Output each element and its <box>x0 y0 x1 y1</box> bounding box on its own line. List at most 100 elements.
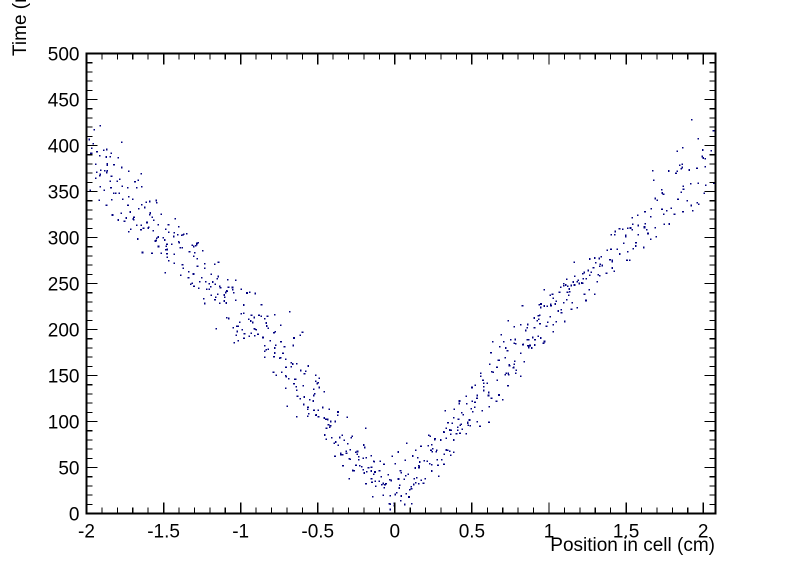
data-point <box>178 242 181 244</box>
data-point <box>410 488 413 490</box>
data-point <box>570 308 573 310</box>
data-point <box>289 310 291 313</box>
data-point <box>157 245 160 248</box>
data-point <box>110 199 113 201</box>
data-point <box>624 235 627 238</box>
data-point <box>250 314 253 316</box>
data-point <box>373 460 376 463</box>
data-point <box>515 343 517 345</box>
data-point <box>103 189 106 191</box>
data-point <box>296 363 298 365</box>
data-point <box>549 303 552 306</box>
data-point <box>145 201 148 203</box>
data-point <box>197 241 200 244</box>
data-point <box>141 251 144 254</box>
data-point <box>566 278 568 281</box>
data-point <box>554 303 556 305</box>
data-point <box>428 462 431 465</box>
data-point <box>214 298 216 301</box>
data-point <box>348 478 351 480</box>
data-point <box>153 219 155 221</box>
data-point <box>273 352 276 354</box>
data-point <box>173 231 175 234</box>
data-point <box>625 234 627 237</box>
data-point <box>576 280 579 283</box>
data-point <box>303 373 306 375</box>
data-point <box>703 192 705 194</box>
data-point <box>250 332 252 335</box>
data-point <box>467 424 469 426</box>
data-point <box>676 150 679 153</box>
data-point <box>471 410 474 413</box>
data-point <box>260 303 263 306</box>
data-point <box>127 204 129 206</box>
data-point <box>593 293 596 296</box>
data-point <box>558 291 561 294</box>
data-point <box>105 156 108 158</box>
data-point <box>572 281 574 283</box>
data-point <box>498 394 500 396</box>
data-point <box>323 390 326 393</box>
data-point <box>383 463 385 465</box>
data-point <box>447 422 449 424</box>
data-point <box>468 419 471 421</box>
data-point <box>389 503 391 505</box>
data-point <box>504 374 506 376</box>
data-point <box>232 327 235 329</box>
data-point <box>545 325 548 327</box>
data-point <box>491 341 494 343</box>
data-point <box>533 317 536 319</box>
data-point <box>536 320 539 322</box>
data-point <box>682 188 685 191</box>
data-point <box>448 450 451 453</box>
data-point <box>408 496 410 498</box>
data-point <box>325 427 328 429</box>
data-point <box>151 252 153 255</box>
data-point <box>549 294 552 296</box>
data-point <box>543 340 546 343</box>
data-point <box>269 340 272 342</box>
data-point <box>670 207 673 210</box>
data-point <box>223 294 225 296</box>
data-point <box>490 351 492 354</box>
data-point <box>196 242 198 245</box>
axis-tick-labels-layer: -2 -1.5 -1 -0.5 0 0.5 1 1.5 2 0 50 100 150 200 250 300 3… <box>48 45 709 543</box>
data-point <box>427 434 430 436</box>
data-point <box>666 209 668 212</box>
data-point <box>267 327 269 329</box>
data-point <box>676 170 679 173</box>
data-point <box>201 277 203 279</box>
data-point <box>178 240 180 243</box>
data-point <box>116 180 118 183</box>
data-point <box>649 216 652 218</box>
data-point <box>217 293 219 296</box>
data-point <box>571 301 574 304</box>
data-point <box>345 450 347 452</box>
data-point <box>564 284 567 286</box>
data-point <box>510 339 512 341</box>
data-point <box>651 170 654 172</box>
data-point <box>521 304 524 307</box>
data-point <box>235 334 238 336</box>
data-point <box>105 171 108 174</box>
data-point <box>642 246 645 249</box>
data-point <box>662 213 665 215</box>
data-point <box>315 414 318 416</box>
data-point <box>278 357 281 359</box>
data-point <box>372 496 374 498</box>
data-point <box>328 408 331 410</box>
data-point <box>299 334 302 336</box>
data-point <box>450 429 452 431</box>
data-point <box>375 485 377 488</box>
data-point <box>127 195 130 198</box>
data-point <box>293 378 296 381</box>
data-point <box>500 334 503 336</box>
data-point <box>365 457 367 459</box>
data-point <box>218 285 221 287</box>
data-point <box>374 480 376 483</box>
data-point <box>452 439 455 441</box>
data-point <box>457 418 460 420</box>
data-point <box>192 273 195 275</box>
data-point <box>148 200 151 203</box>
